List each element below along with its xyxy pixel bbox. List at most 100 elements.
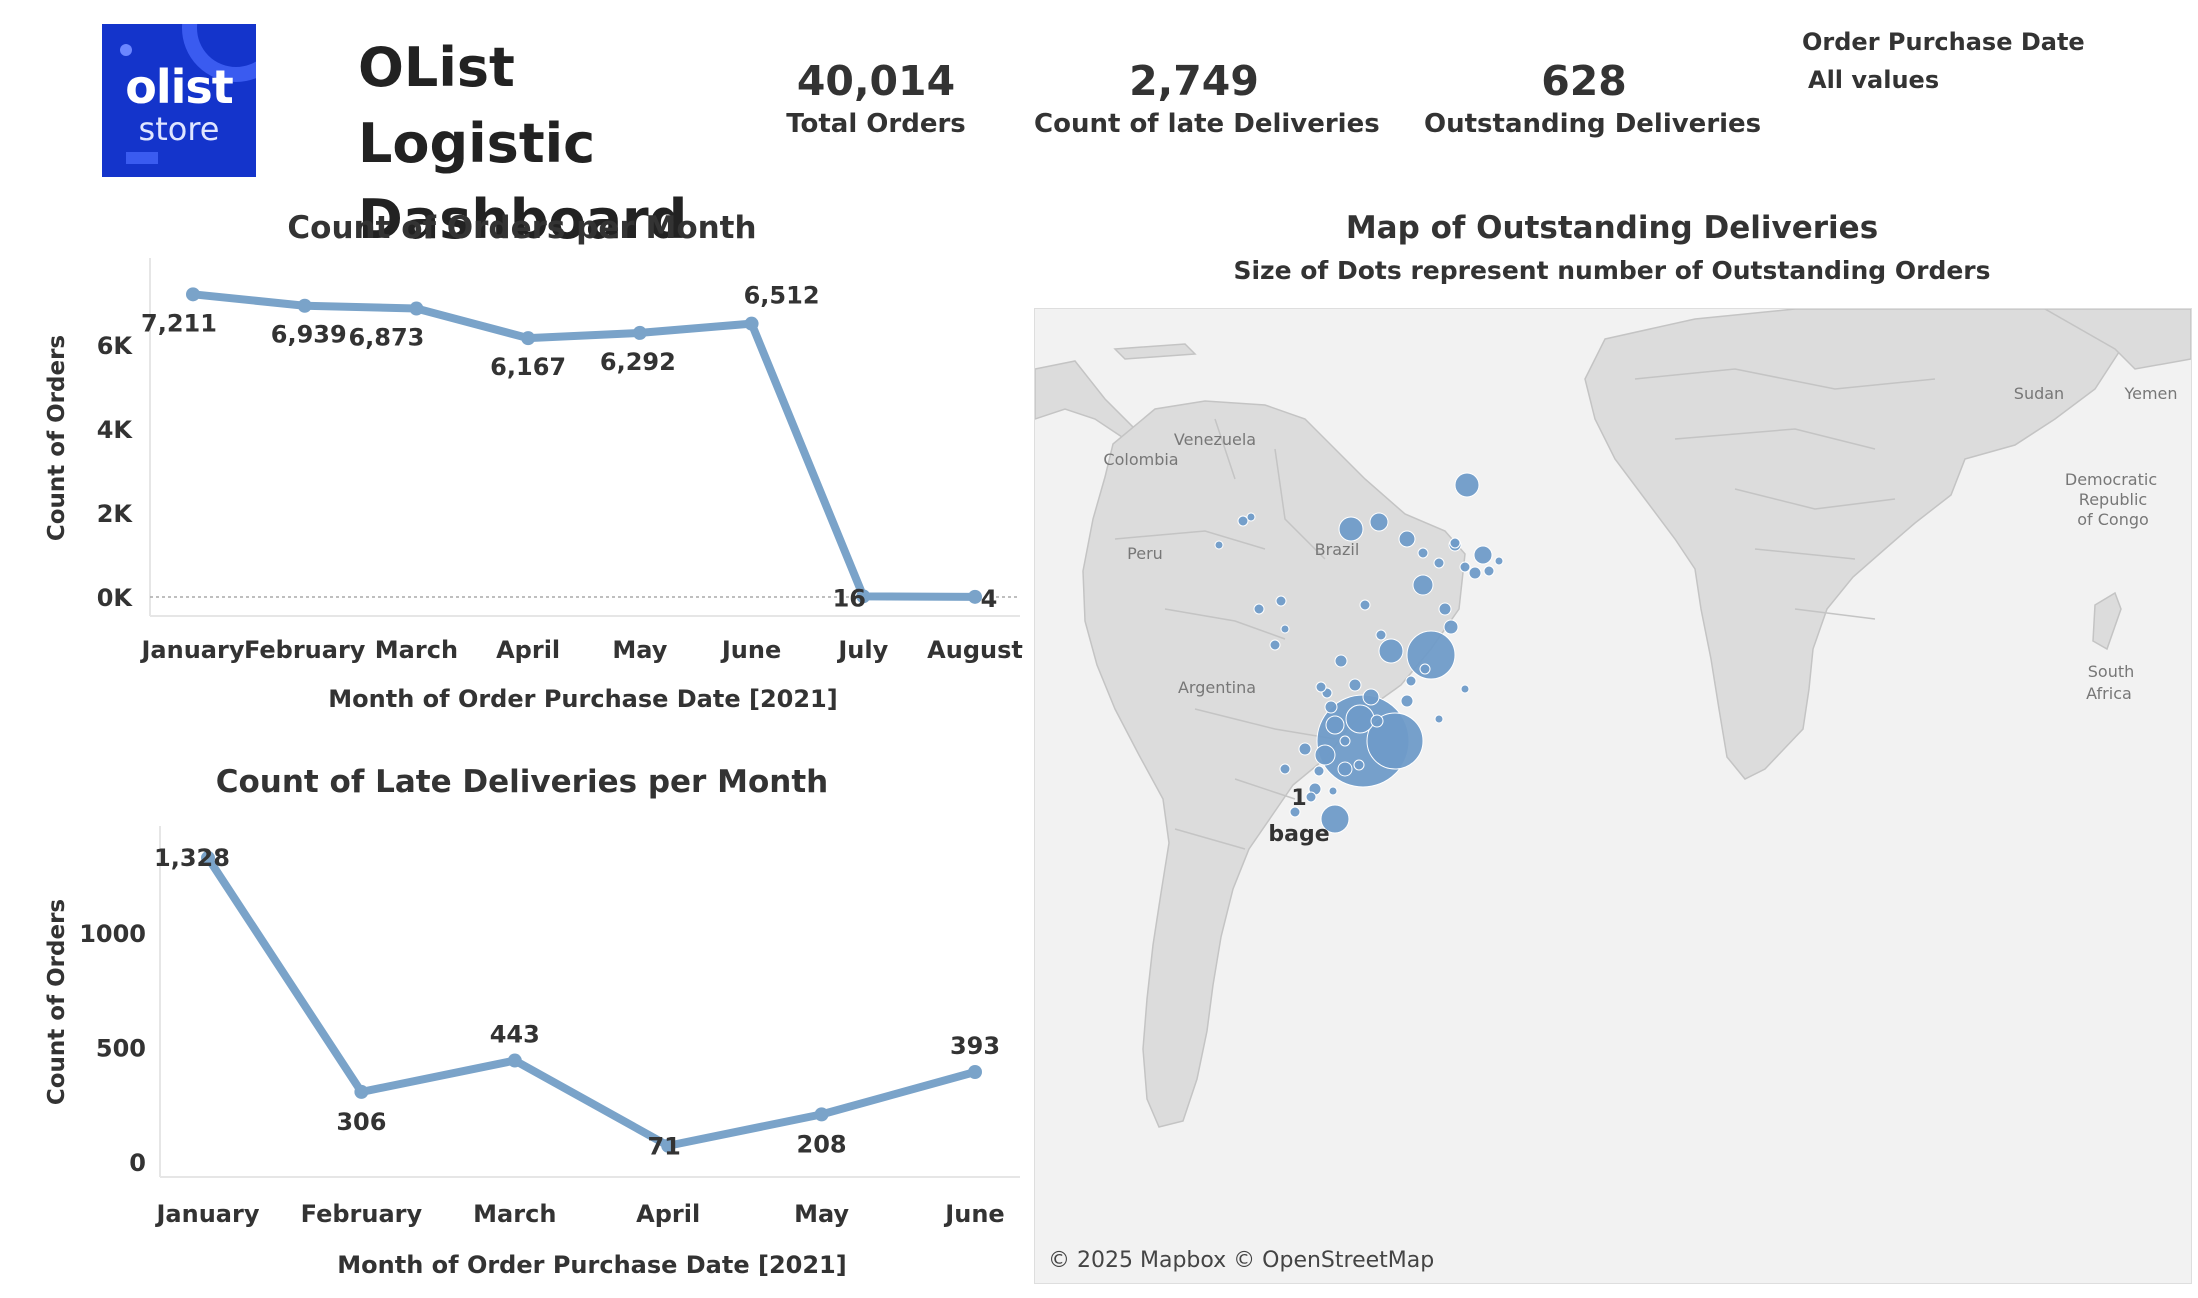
outstanding-delivery-dot[interactable] [1362, 688, 1380, 706]
outstanding-delivery-dot[interactable] [1345, 704, 1375, 734]
outstanding-delivery-dot[interactable] [1378, 638, 1404, 664]
data-point[interactable] [632, 325, 647, 340]
map-place-label: Yemen [2123, 384, 2177, 403]
outstanding-delivery-dot[interactable] [1314, 744, 1336, 766]
data-label: 6,167 [490, 353, 566, 381]
outstanding-delivery-dot[interactable] [1315, 681, 1327, 693]
outstanding-delivery-dot[interactable] [1460, 684, 1470, 694]
outstanding-delivery-dot[interactable] [1324, 700, 1338, 714]
data-point[interactable] [856, 589, 871, 604]
outstanding-delivery-dot[interactable] [1473, 545, 1493, 565]
logo-dot-shape [120, 44, 132, 56]
outstanding-delivery-dot[interactable] [1459, 561, 1471, 573]
outstanding-delivery-dot[interactable] [1325, 715, 1345, 735]
outstanding-delivery-dot[interactable] [1449, 537, 1461, 549]
kpi-label: Count of late Deliveries [1034, 109, 1380, 139]
outstanding-delivery-dot[interactable] [1366, 712, 1424, 770]
outstanding-delivery-dot[interactable] [1419, 663, 1431, 675]
outstanding-delivery-dot[interactable] [1438, 602, 1452, 616]
map-border-lines-africa [1634, 368, 1936, 620]
data-label: 208 [797, 1130, 847, 1158]
outstanding-delivery-dot[interactable] [1246, 512, 1256, 522]
outstanding-delivery-dot[interactable] [1305, 791, 1317, 803]
map-place-label: Venezuela [1174, 430, 1256, 449]
outstanding-delivery-dot[interactable] [1494, 556, 1504, 566]
outstanding-delivery-dot[interactable] [1412, 574, 1434, 596]
x-tick-label: March [473, 1200, 556, 1228]
outstanding-delivery-dot[interactable] [1400, 694, 1414, 708]
data-label: 1,328 [154, 844, 230, 872]
data-point[interactable] [201, 850, 215, 865]
outstanding-delivery-dot[interactable] [1468, 566, 1482, 580]
data-point[interactable] [354, 1084, 369, 1099]
map-place-label: Sudan [2014, 384, 2064, 403]
data-label: 6,939 [271, 321, 347, 349]
outstanding-delivery-dot[interactable] [1443, 619, 1459, 635]
outstanding-delivery-dot[interactable] [1337, 761, 1353, 777]
outstanding-delivery-dot[interactable] [1353, 759, 1365, 771]
outstanding-delivery-dot[interactable] [1406, 630, 1456, 680]
kpi-outstanding-deliveries: 628 Outstanding Deliveries [1424, 56, 1761, 142]
late-deliveries-per-month-chart: 0 500 1000 Count of Orders January February Ma… [44, 826, 1020, 1279]
outstanding-delivery-dot[interactable] [1328, 786, 1338, 796]
outstanding-deliveries-map[interactable]: Venezuela Colombia Peru Brazil Argentina Suda… [1034, 308, 2192, 1284]
x-axis-label: Month of Order Purchase Date [2021] [328, 685, 837, 713]
x-tick-label: May [612, 636, 667, 664]
data-point[interactable] [521, 331, 536, 346]
map-place-label: Peru [1127, 544, 1163, 563]
outstanding-delivery-dot[interactable] [1237, 515, 1249, 527]
data-point[interactable] [968, 589, 982, 604]
outstanding-delivery-dot[interactable] [1454, 472, 1480, 498]
outstanding-delivery-dot[interactable] [1434, 714, 1444, 724]
data-label: 16 [833, 584, 866, 612]
outstanding-delivery-dot[interactable] [1269, 639, 1281, 651]
data-label: 7,211 [141, 309, 217, 337]
orders-chart-title: Count of Orders per Month [287, 210, 757, 246]
logo-text-store: store [138, 110, 220, 148]
data-point[interactable] [744, 316, 759, 331]
kpi-total-orders: 40,014 Total Orders [776, 56, 976, 142]
map-attribution[interactable]: © 2025 Mapbox © OpenStreetMap [1048, 1248, 1435, 1273]
outstanding-delivery-dot[interactable] [1275, 595, 1287, 607]
map-place-label: Colombia [1103, 450, 1178, 469]
x-tick-label: February [301, 1200, 423, 1228]
outstanding-delivery-dot[interactable] [1433, 557, 1445, 569]
data-point[interactable] [409, 301, 424, 316]
outstanding-delivery-dot[interactable] [1298, 742, 1312, 756]
outstanding-delivery-dot[interactable] [1370, 714, 1384, 728]
outstanding-delivery-dot[interactable] [1279, 763, 1291, 775]
data-label: 306 [336, 1108, 386, 1136]
outstanding-delivery-dot[interactable] [1398, 530, 1416, 548]
map-place-label: Africa [2086, 684, 2132, 703]
x-tick-label: April [496, 636, 560, 664]
outstanding-delivery-dot[interactable] [1338, 516, 1364, 542]
y-tick-label: 500 [96, 1035, 146, 1063]
data-point[interactable] [814, 1107, 829, 1122]
data-label: 443 [490, 1021, 540, 1049]
outstanding-delivery-dot[interactable] [1359, 599, 1371, 611]
data-label: 393 [950, 1032, 1000, 1060]
outstanding-delivery-dot[interactable] [1289, 806, 1301, 818]
data-point[interactable] [968, 1065, 982, 1080]
outstanding-delivery-dot[interactable] [1313, 765, 1325, 777]
outstanding-delivery-dot[interactable] [1375, 629, 1387, 641]
data-point[interactable] [297, 298, 312, 313]
data-point[interactable] [507, 1053, 522, 1068]
outstanding-delivery-dot[interactable] [1280, 624, 1290, 634]
outstanding-delivery-dot[interactable] [1405, 675, 1417, 687]
outstanding-delivery-dot[interactable] [1339, 735, 1351, 747]
outstanding-delivery-dot[interactable] [1348, 678, 1362, 692]
outstanding-delivery-dot[interactable] [1483, 565, 1495, 577]
outstanding-delivery-dot[interactable] [1334, 654, 1348, 668]
data-point[interactable] [186, 287, 200, 302]
outstanding-delivery-dot[interactable] [1417, 547, 1429, 559]
outstanding-delivery-dot[interactable] [1369, 512, 1389, 532]
outstanding-delivery-dot[interactable] [1214, 540, 1224, 550]
outstanding-delivery-dot[interactable] [1320, 804, 1350, 834]
filter-value[interactable]: All values [1808, 66, 1940, 94]
outstanding-delivery-dot[interactable] [1253, 603, 1265, 615]
map-land-madagascar [2092, 591, 2122, 651]
data-point[interactable] [661, 1138, 676, 1153]
map-place-label: Republic [2079, 490, 2147, 509]
